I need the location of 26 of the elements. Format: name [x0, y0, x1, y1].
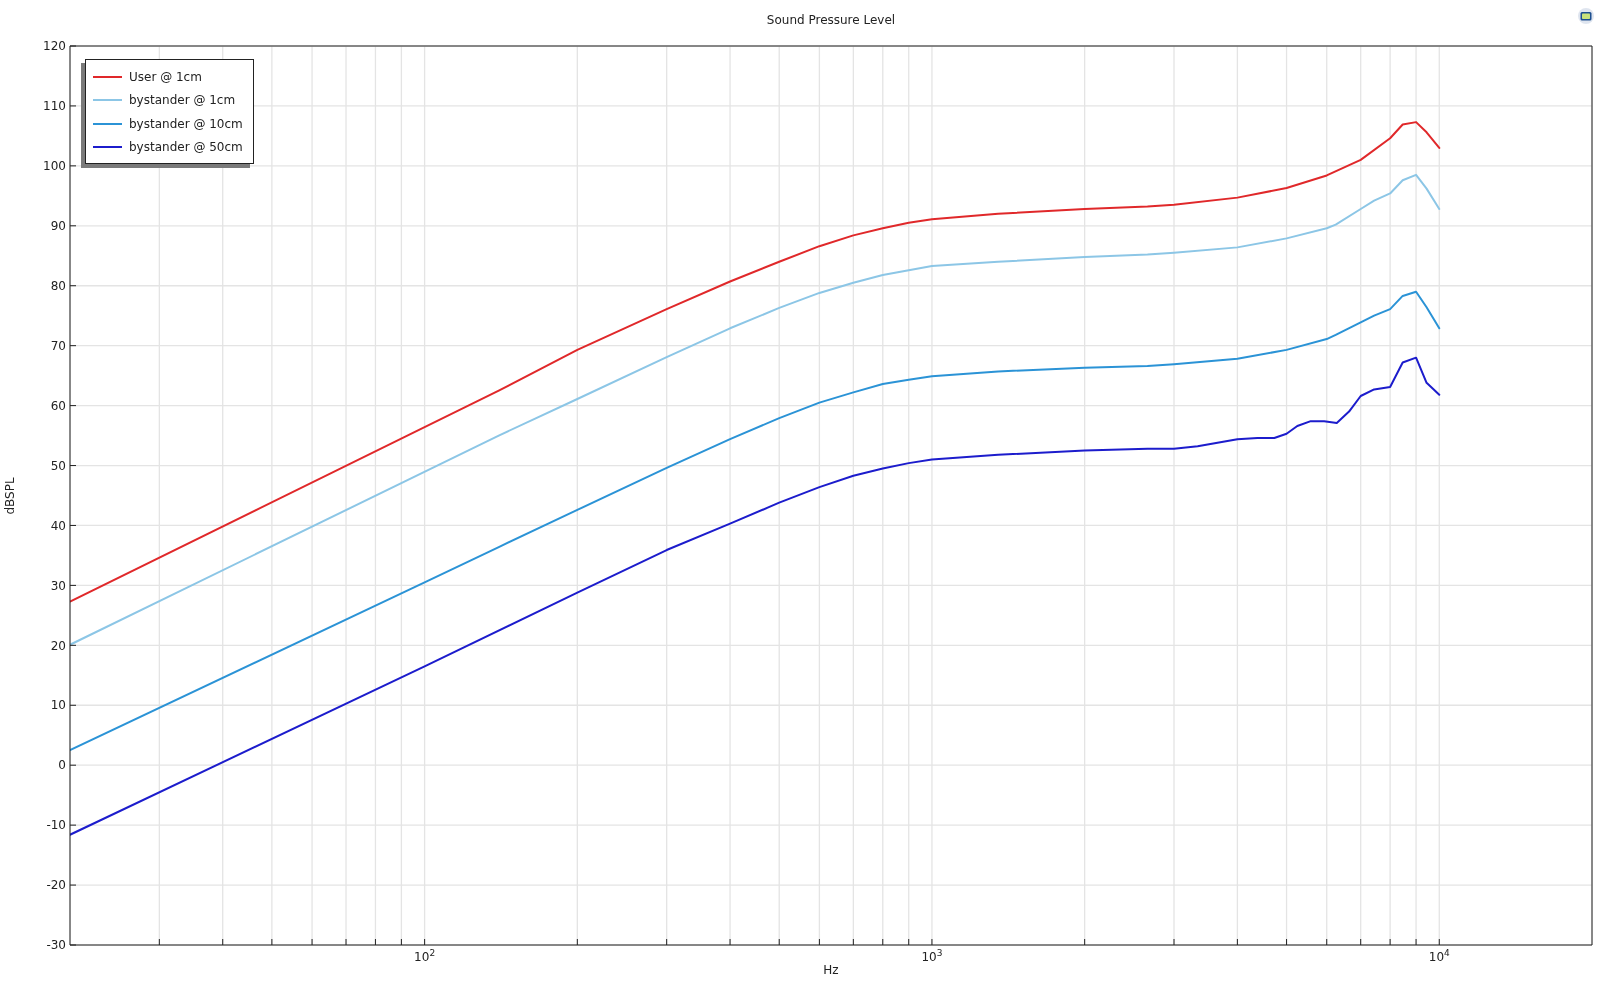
y-tick-label: 10 — [50, 698, 66, 713]
y-tick-label: 40 — [50, 518, 66, 533]
y-axis-title: dBSPL — [2, 476, 18, 515]
y-tick-label: 70 — [50, 338, 66, 353]
legend-label: User @ 1cm — [129, 69, 202, 84]
y-tick-label: 120 — [43, 39, 66, 54]
y-tick-label: 90 — [50, 219, 66, 233]
y-tick-label: -20 — [46, 878, 66, 893]
y-tick-label: -10 — [46, 818, 66, 833]
y-tick-label: 20 — [50, 638, 66, 653]
y-tick-label: -30 — [46, 938, 66, 953]
y-tick-label: 0 — [58, 758, 66, 773]
x-tick-label: 10$^{2}$ — [414, 947, 436, 964]
legend-label: bystander @ 10cm — [129, 116, 243, 131]
chart-title: Sound Pressure Level — [765, 13, 897, 28]
x-tick-label: 10$^{3}$ — [921, 947, 943, 964]
y-tick-label: 50 — [50, 458, 66, 473]
y-tick-label: 60 — [50, 398, 66, 413]
legend-label: bystander @ 1cm — [129, 93, 236, 108]
x-tick-label: 10$^{4}$ — [1428, 947, 1451, 964]
legend-label: bystander @ 50cm — [129, 140, 243, 155]
y-tick-label: 100 — [43, 159, 66, 174]
y-tick-label: 110 — [43, 99, 66, 114]
y-tick-label: 80 — [50, 278, 66, 293]
y-tick-label: 30 — [50, 578, 66, 593]
x-axis-title: Hz — [822, 963, 840, 978]
